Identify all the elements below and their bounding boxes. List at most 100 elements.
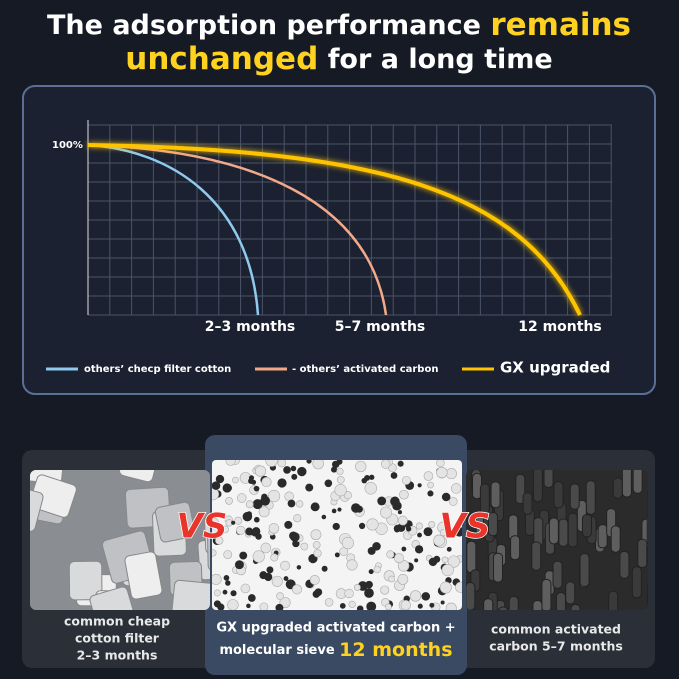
pellet (541, 578, 552, 610)
granule (267, 489, 281, 503)
granule (259, 602, 269, 610)
granule (366, 518, 379, 531)
pellet (531, 541, 542, 571)
pellet (498, 606, 509, 610)
granule (367, 546, 376, 555)
pellet (508, 596, 519, 610)
granule (237, 493, 247, 503)
gx-image (212, 460, 462, 610)
granule (248, 475, 255, 481)
granule (231, 520, 236, 525)
vs-badge: VS (177, 507, 228, 547)
pellet (543, 470, 554, 488)
pellet (532, 470, 543, 503)
carbon-pellets (466, 470, 648, 610)
granule (447, 555, 460, 568)
granule (390, 496, 400, 507)
cotton-image (30, 470, 210, 610)
cube (207, 530, 210, 571)
granule (450, 483, 462, 494)
cube (68, 560, 103, 601)
granule (277, 478, 287, 488)
x-label: 12 months (518, 319, 602, 335)
granule (306, 460, 312, 464)
granule (277, 460, 287, 468)
granule (247, 594, 256, 602)
granule (373, 565, 381, 574)
granule (284, 491, 295, 502)
grid (87, 124, 612, 316)
granule (401, 475, 411, 485)
granule (260, 542, 272, 554)
pellet (621, 470, 632, 498)
title-highlight: unchanged (125, 41, 318, 77)
granule (397, 510, 402, 515)
pellet (490, 481, 501, 509)
granule (401, 546, 407, 552)
granule (321, 514, 327, 520)
legend-label: others’ checp filter cotton (84, 364, 231, 375)
granule (427, 490, 434, 497)
granule (336, 460, 343, 465)
pellet (487, 512, 498, 537)
granule (414, 558, 419, 563)
granule (356, 605, 364, 610)
granule (254, 465, 267, 477)
cube (204, 514, 210, 555)
granule (344, 588, 354, 599)
granule (212, 522, 222, 536)
granule (212, 549, 217, 557)
granule (441, 492, 451, 502)
granule (265, 460, 278, 467)
title-text: for a long time (328, 44, 553, 75)
granule (268, 523, 280, 534)
granule (240, 583, 251, 594)
x-label: 5–7 months (335, 319, 426, 335)
granule (433, 534, 445, 547)
cube (170, 579, 210, 610)
pellet (632, 470, 643, 494)
granule (271, 575, 283, 587)
product-label: GX upgraded activated carbon + (216, 621, 455, 636)
granule (351, 503, 361, 513)
granule (446, 546, 452, 552)
pellet (637, 538, 648, 568)
granule (346, 559, 358, 571)
product-label: cotton filter (75, 631, 160, 646)
product-label: 2–3 months (77, 648, 158, 663)
granule (336, 467, 344, 476)
granule (331, 508, 337, 514)
granule (225, 497, 233, 505)
granule (236, 525, 246, 536)
product-label: carbon 5–7 months (489, 639, 623, 654)
pellet (555, 592, 566, 610)
pellet (597, 524, 608, 549)
granule (388, 575, 395, 583)
granule (223, 575, 230, 581)
granule (454, 526, 462, 537)
pellet (631, 566, 642, 599)
granule (252, 499, 263, 510)
granule (246, 511, 252, 517)
granule (428, 557, 438, 567)
pellet (479, 483, 490, 515)
granule (297, 469, 303, 475)
curve-carbon (87, 143, 388, 316)
granule (417, 603, 423, 609)
granule (364, 482, 377, 495)
granule (321, 565, 328, 572)
granule (429, 602, 435, 608)
granule (270, 553, 279, 562)
granule (397, 515, 408, 526)
granule (276, 592, 284, 601)
granule (421, 592, 431, 601)
granule (397, 560, 410, 572)
granule (217, 603, 225, 610)
granule (397, 460, 404, 467)
granule (225, 580, 231, 586)
pellet (646, 543, 648, 565)
granule (310, 502, 320, 512)
granule (355, 460, 367, 473)
pellet (570, 603, 581, 610)
granule (234, 516, 243, 525)
